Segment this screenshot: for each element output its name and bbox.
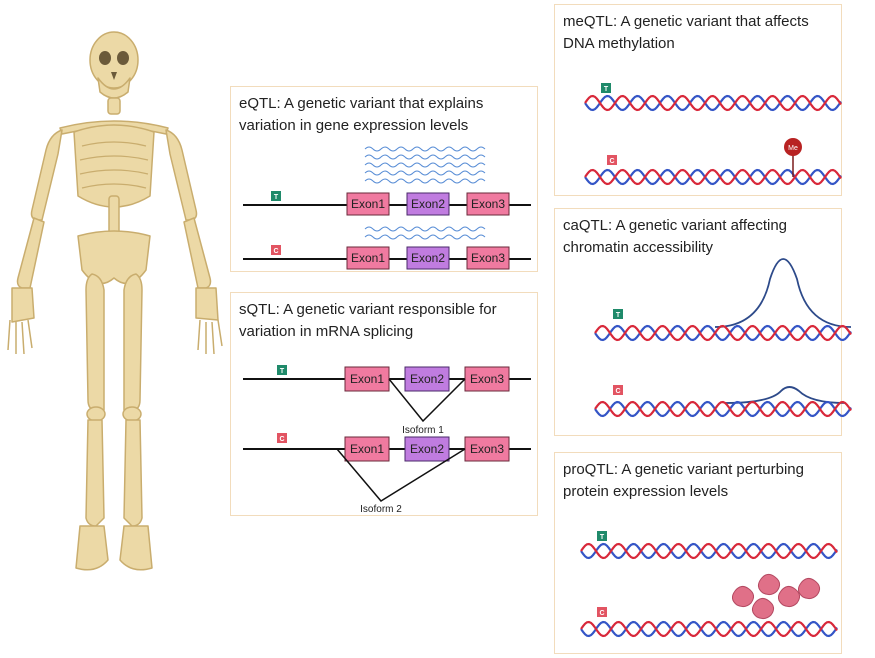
caqtl-panel: caQTL: A genetic variant affecting chrom…	[554, 208, 852, 436]
sqtl-exon3-top: Exon3	[464, 366, 510, 392]
svg-text:C: C	[615, 388, 620, 395]
isoform2-splice	[336, 448, 466, 502]
svg-text:T: T	[274, 194, 279, 201]
exon2-bottom: Exon2	[406, 246, 450, 270]
ca-helix-top	[594, 324, 852, 342]
meqtl-allele-t: T	[601, 83, 611, 93]
svg-text:Exon3: Exon3	[470, 442, 504, 456]
svg-text:Exon3: Exon3	[471, 251, 505, 265]
allele-c-bottom: C	[271, 245, 281, 255]
isoform2-label: Isoform 2	[360, 504, 402, 515]
isoform1-splice	[388, 378, 466, 423]
sqtl-allele-c: C	[277, 433, 287, 443]
sqtl-title: sQTL: A genetic variant responsible for …	[239, 301, 497, 340]
skeleton-illustration	[0, 0, 230, 658]
proqtl-allele-t: T	[597, 531, 607, 541]
pro-helix-top	[580, 542, 838, 560]
svg-text:C: C	[599, 610, 604, 617]
svg-text:Exon3: Exon3	[471, 197, 505, 211]
svg-text:Me: Me	[788, 145, 798, 152]
protein-cluster-icon	[731, 573, 821, 620]
exon1-bottom: Exon1	[346, 246, 390, 270]
dna-helix-top	[584, 94, 842, 112]
sqtl-exon1-bottom: Exon1	[344, 436, 390, 462]
sqtl-panel: sQTL: A genetic variant responsible for …	[230, 292, 538, 516]
svg-text:C: C	[609, 158, 614, 165]
svg-text:Exon1: Exon1	[351, 197, 385, 211]
accessibility-peak-high	[714, 258, 852, 328]
sqtl-exon2-bottom: Exon2	[404, 436, 450, 462]
pro-helix-bottom	[580, 620, 838, 638]
svg-text:Exon1: Exon1	[350, 372, 384, 386]
meqtl-diagram: T C Me	[584, 83, 842, 186]
proqtl-title: proQTL: A genetic variant perturbing pro…	[563, 461, 804, 500]
exon3-bottom: Exon3	[466, 246, 510, 270]
sqtl-exon1-top: Exon1	[344, 366, 390, 392]
svg-text:Exon1: Exon1	[350, 442, 384, 456]
sqtl-diagram: T Exon1 Exon2 Exon3 Isoform 1 C Exon1 Ex…	[243, 365, 531, 515]
methyl-marker-icon: Me	[784, 138, 802, 177]
meqtl-title: meQTL: A genetic variant that affects DN…	[563, 13, 809, 52]
caqtl-allele-t: T	[613, 309, 623, 319]
svg-text:Exon2: Exon2	[411, 197, 445, 211]
svg-text:Exon1: Exon1	[351, 251, 385, 265]
proqtl-allele-c: C	[597, 607, 607, 617]
svg-text:Exon2: Exon2	[410, 372, 444, 386]
accessibility-peak-low	[724, 386, 846, 404]
meqtl-panel: meQTL: A genetic variant that affects DN…	[554, 4, 842, 196]
sqtl-allele-t: T	[277, 365, 287, 375]
svg-text:T: T	[600, 534, 605, 541]
svg-text:Exon2: Exon2	[410, 442, 444, 456]
svg-text:T: T	[616, 312, 621, 319]
svg-text:T: T	[280, 368, 285, 375]
svg-text:T: T	[604, 86, 609, 93]
eqtl-diagram: T Exon1 Exon2 Exon3 C Exon1 Exon2 Exon3	[243, 146, 531, 270]
svg-text:Exon3: Exon3	[470, 372, 504, 386]
human-skeleton-icon	[7, 31, 223, 571]
exon3-top: Exon3	[466, 192, 510, 216]
expression-waves-high	[364, 146, 486, 184]
eqtl-title: eQTL: A genetic variant that explains va…	[239, 95, 484, 134]
svg-text:C: C	[273, 248, 278, 255]
dna-helix-bottom	[584, 168, 842, 186]
sqtl-exon3-bottom: Exon3	[464, 436, 510, 462]
eqtl-panel: eQTL: A genetic variant that explains va…	[230, 86, 538, 272]
caqtl-allele-c: C	[613, 385, 623, 395]
meqtl-allele-c: C	[607, 155, 617, 165]
svg-text:Exon2: Exon2	[411, 251, 445, 265]
exon1-top: Exon1	[346, 192, 390, 216]
caqtl-diagram: T C	[594, 258, 852, 418]
sqtl-exon2-top: Exon2	[404, 366, 450, 392]
proqtl-diagram: T C	[580, 531, 838, 638]
svg-text:C: C	[279, 436, 284, 443]
expression-waves-low	[364, 226, 486, 240]
caqtl-title: caQTL: A genetic variant affecting chrom…	[563, 217, 788, 256]
proqtl-panel: proQTL: A genetic variant perturbing pro…	[554, 452, 842, 654]
exon2-top: Exon2	[406, 192, 450, 216]
allele-t-top: T	[271, 191, 281, 201]
ca-helix-bottom	[594, 400, 852, 418]
isoform1-label: Isoform 1	[402, 425, 444, 436]
